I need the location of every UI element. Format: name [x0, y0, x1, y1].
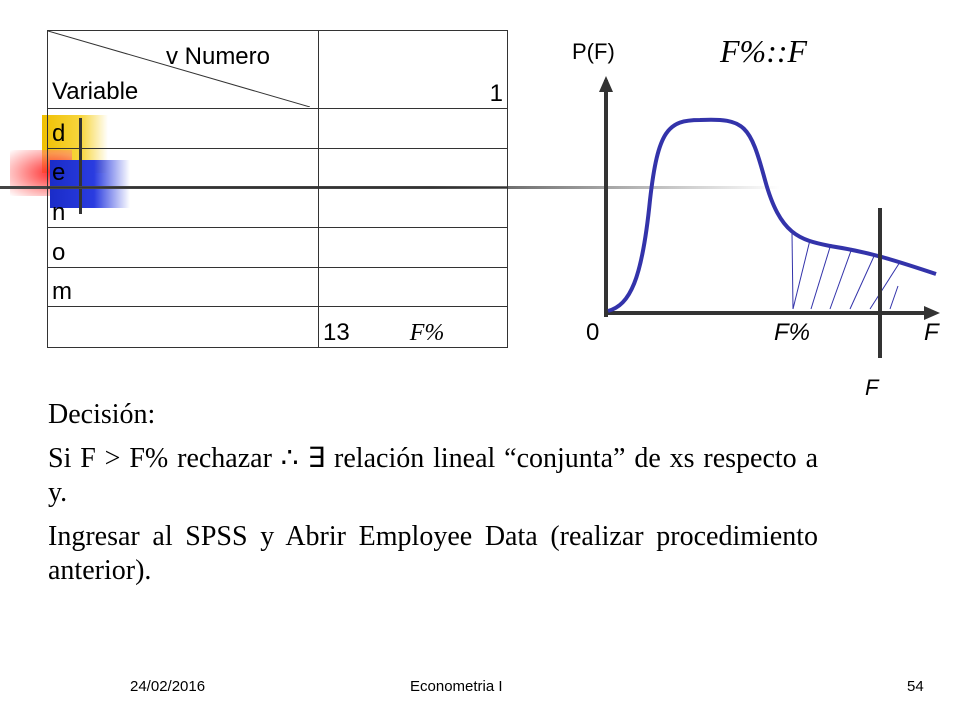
spss-instruction: Ingresar al SPSS y Abrir Employee Data (…	[48, 521, 818, 586]
table-cell	[318, 108, 508, 149]
header-value-cell: 1	[318, 29, 508, 110]
header-variable-label: Variable	[52, 78, 139, 106]
total-label: F%	[409, 320, 445, 346]
table-cell	[318, 227, 508, 268]
footer-page-number: 54	[907, 678, 924, 695]
footer-course: Econometria I	[410, 678, 503, 695]
critical-value-label: F%	[774, 319, 810, 346]
decision-heading: Decisión:	[48, 399, 156, 430]
f-marker-label: F	[865, 375, 880, 400]
table-cell	[318, 266, 508, 308]
origin-label: 0	[586, 319, 599, 346]
table-row: d	[47, 108, 319, 149]
decision-rule: Si F > F% rechazar ∴ ∃ relación lineal “…	[48, 443, 818, 508]
table-header-cell: v Numero Variable	[47, 29, 319, 110]
table-row: m	[47, 266, 319, 308]
header-diagonal	[48, 31, 310, 107]
table-cell	[47, 306, 319, 348]
y-axis-label: P(F)	[572, 39, 615, 64]
x-axis-label: F	[924, 319, 940, 346]
f-table: v Numero Variable 1 d e n o m 13 F%	[47, 29, 508, 348]
total-value: 13	[323, 319, 350, 346]
table-row: n	[47, 187, 319, 229]
table-row: o	[47, 227, 319, 268]
formula-label: F%::F	[719, 33, 808, 69]
x-axis-arrow-icon	[924, 306, 940, 320]
rejection-region-hatch	[791, 232, 901, 310]
table-row: e	[47, 147, 319, 189]
table-cell	[318, 147, 508, 189]
f-distribution-graph: P(F) F%::F 0 F% F F	[572, 33, 940, 400]
footer-date: 24/02/2016	[130, 678, 206, 695]
header-top-label: v Numero	[165, 43, 270, 70]
total-cell: 13 F%	[318, 306, 508, 348]
density-curve	[607, 117, 937, 313]
table-cell	[318, 187, 508, 229]
decision-text: Decisión: Si F > F% rechazar ∴ ∃ relació…	[48, 398, 818, 598]
y-axis-arrow-icon	[599, 76, 613, 92]
